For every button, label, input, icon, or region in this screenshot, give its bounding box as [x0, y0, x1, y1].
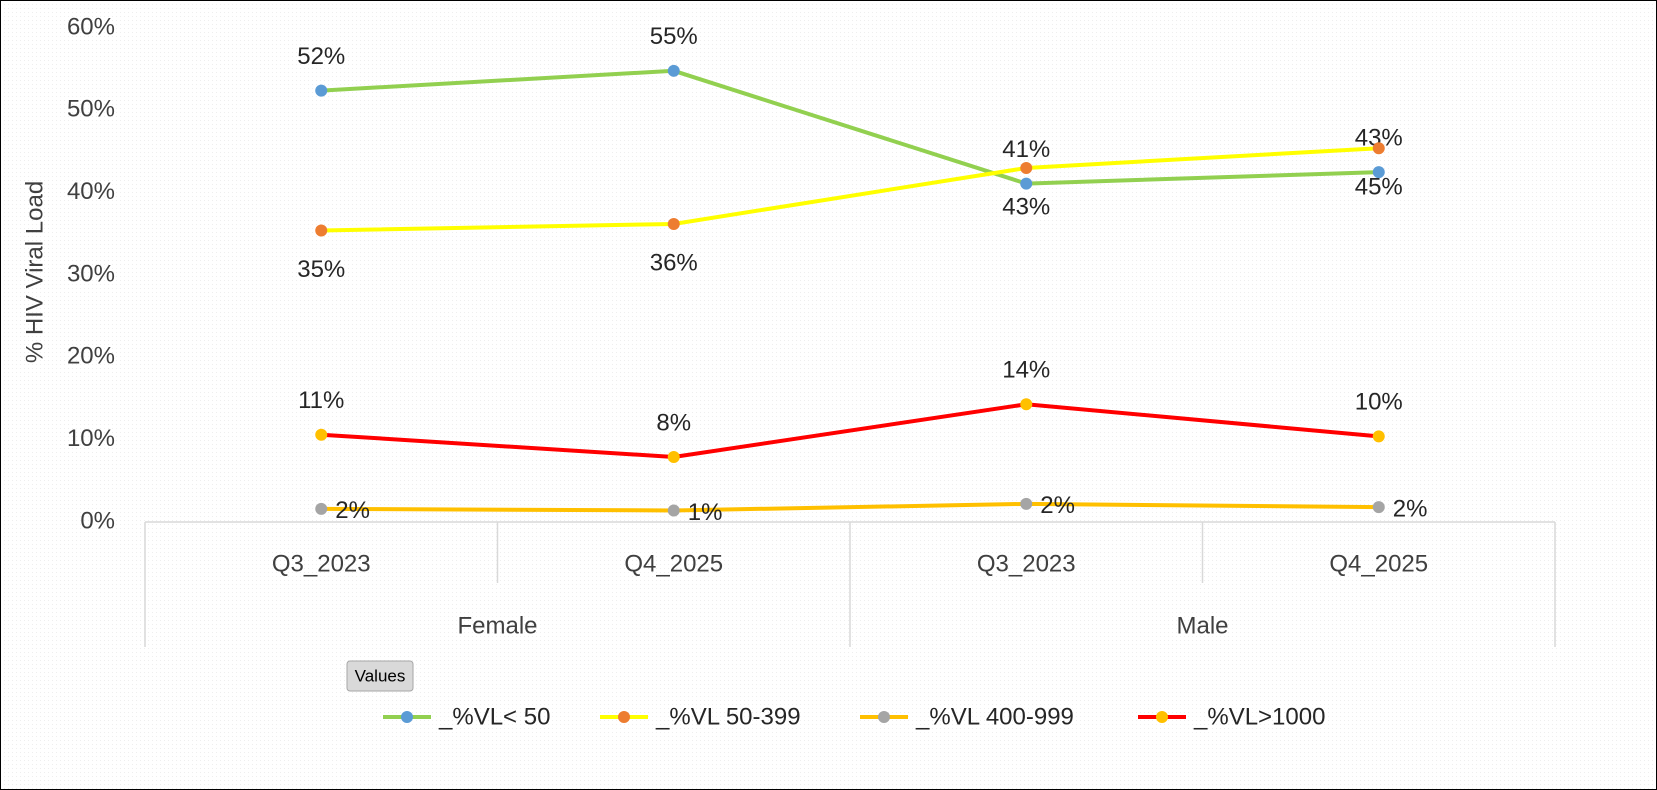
- y-tick-label: 50%: [67, 96, 115, 123]
- y-tick-label: 30%: [67, 260, 115, 287]
- x-tick-label: Q4_2025: [1329, 550, 1428, 577]
- point-marker: [1372, 430, 1385, 443]
- point-marker: [1020, 161, 1033, 174]
- legend-label: _%VL 50-399: [655, 703, 801, 730]
- point-marker: [667, 450, 680, 463]
- data-label: 2%: [1393, 496, 1428, 523]
- data-label: 8%: [656, 409, 691, 436]
- y-tick-label: 20%: [67, 343, 115, 370]
- point-marker: [1020, 398, 1033, 411]
- series-line: [321, 501, 1379, 513]
- legend-label: _%VL 400-999: [915, 703, 1074, 730]
- point-marker: [315, 84, 328, 97]
- point-marker: [667, 504, 680, 517]
- data-label: 2%: [1040, 492, 1075, 519]
- x-tick-label: Q3_2023: [977, 550, 1076, 577]
- data-label: 41%: [1002, 136, 1050, 163]
- point-marker: [315, 224, 328, 237]
- legend-label: _%VL>1000: [1193, 703, 1325, 730]
- data-label: 55%: [650, 23, 698, 50]
- point-marker: [1372, 501, 1385, 514]
- point-marker: [667, 217, 680, 230]
- data-label: 11%: [298, 387, 344, 414]
- y-tick-label: 40%: [67, 178, 115, 205]
- x-tick-label: Q3_2023: [272, 550, 371, 577]
- data-label: 14%: [1002, 357, 1050, 384]
- data-label: 52%: [297, 43, 345, 70]
- point-marker: [1020, 177, 1033, 190]
- data-label: 45%: [1355, 174, 1403, 201]
- series-line: [321, 68, 1379, 186]
- legend-marker: [401, 711, 413, 723]
- data-label: 43%: [1002, 193, 1050, 220]
- series-line: [321, 146, 1379, 233]
- data-label: 2%: [335, 497, 370, 524]
- point-marker: [315, 428, 328, 441]
- point-marker: [1020, 497, 1033, 510]
- legend-marker: [878, 711, 890, 723]
- point-marker: [1372, 142, 1385, 155]
- point-marker: [1372, 166, 1385, 179]
- series-line: [321, 402, 1379, 459]
- y-tick-label: 60%: [67, 13, 115, 40]
- data-label: 36%: [650, 249, 698, 276]
- y-tick-label: 0%: [80, 507, 115, 534]
- data-label: 10%: [1355, 389, 1403, 416]
- data-label: 35%: [297, 256, 345, 283]
- data-label: 1%: [688, 499, 723, 526]
- legend-label: _%VL< 50: [438, 703, 550, 730]
- filter-button-label[interactable]: Values: [355, 666, 406, 685]
- point-marker: [667, 64, 680, 77]
- legend-marker: [1156, 711, 1168, 723]
- group-label: Female: [457, 612, 537, 639]
- filter-button[interactable]: [346, 660, 414, 692]
- group-label: Male: [1176, 612, 1228, 639]
- y-tick-label: 10%: [67, 425, 115, 452]
- legend-marker: [618, 711, 630, 723]
- point-marker: [315, 502, 328, 515]
- x-tick-label: Q4_2025: [624, 550, 723, 577]
- y-axis-label: % HIV Viral Load: [21, 181, 48, 363]
